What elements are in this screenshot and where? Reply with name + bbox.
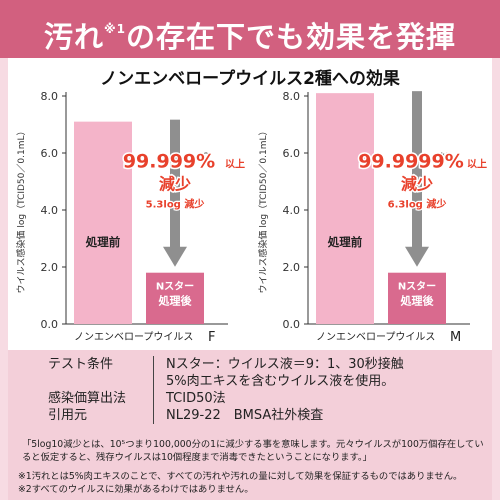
category-label-after-line1: Nスター — [156, 281, 194, 293]
condition-label: テスト条件 — [48, 357, 114, 372]
condition-value: Nスター：ウイルス液＝9：1、30秒接触 — [153, 356, 468, 373]
bar-before — [74, 121, 132, 325]
category-label-before: 処理前 — [85, 235, 121, 249]
test-conditions: テスト条件 Nスター：ウイルス液＝9：1、30秒接触 5%肉エキスを含むウイルス液を… — [48, 356, 468, 424]
bar-chart-f: 0.0 2.0 4.0 6.0 8.0 ウイルス感染価 log（TCID50／0.1mL）… — [15, 90, 246, 345]
y-tick-label: 4.0 — [41, 204, 59, 217]
y-axis-label: ウイルス感染価 log（TCID50／0.1mL） — [15, 127, 27, 294]
bar-after — [388, 272, 446, 324]
condition-value: 5%肉エキスを含むウイルス液を使用。 — [153, 373, 468, 390]
reduction-arrow-head — [163, 246, 187, 267]
bar-after — [146, 272, 204, 324]
y-tick-label: 8.0 — [283, 90, 301, 103]
y-tick-label: 2.0 — [41, 261, 59, 274]
headline-footnote-mark: ※1 — [103, 22, 126, 36]
reduction-arrow-shaft — [412, 91, 422, 249]
y-axis-label: ウイルス感染価 log（TCID50／0.1mL） — [257, 127, 269, 294]
bar-before — [316, 93, 374, 325]
y-tick-label: 0.0 — [283, 318, 301, 331]
condition-value: NL29-22 BMSA社外検査 — [153, 407, 468, 424]
condition-value: TCID50法 — [153, 390, 468, 407]
reduction-arrow-shaft — [170, 119, 180, 249]
info-box: テスト条件 Nスター：ウイルス液＝9：1、30秒接触 5%肉エキスを含むウイルス液を… — [8, 350, 492, 500]
reduction-arrow-head — [405, 246, 429, 267]
condition-row: 引用元 NL29-22 BMSA社外検査 — [48, 407, 468, 424]
reduction-word: 減少 — [401, 174, 433, 193]
log-explanation: 「5log10減少とは、10⁵つまり100,000分の1に減少する事を意味します… — [22, 439, 484, 463]
reduction-log: 6.3log 減少 — [388, 197, 447, 210]
footnote-2: ※2すべてのウイルスに効果があるわけではありません。 — [18, 484, 254, 495]
reduction-log: 5.3log 減少 — [146, 197, 205, 210]
condition-row: 感染価算出法 TCID50法 — [48, 390, 468, 407]
y-tick-label: 6.0 — [283, 147, 301, 160]
category-label-after-line1: Nスター — [398, 281, 436, 293]
headline-text-2: の存在下でも効果を発揮 — [126, 20, 457, 54]
y-tick-label: 6.0 — [41, 147, 59, 160]
reduction-percent: 99.9999% — [358, 150, 464, 172]
section-title: ノンエンベロープウイルス2種への効果 — [100, 69, 400, 89]
category-label-before: 処理前 — [327, 235, 363, 249]
footnotes: ※1汚れとは5%肉エキスのことで、すべての汚れや汚れの量に対して効果を保証するも… — [18, 470, 498, 496]
reduction-suffix: 以上 — [225, 157, 245, 170]
y-tick-label: 4.0 — [283, 204, 301, 217]
y-tick-label: 8.0 — [41, 90, 59, 103]
condition-row: テスト条件 Nスター：ウイルス液＝9：1、30秒接触 — [48, 356, 468, 373]
condition-row: 5%肉エキスを含むウイルス液を使用。 — [48, 373, 468, 390]
reduction-suffix: 以上 — [467, 157, 487, 170]
condition-label — [48, 373, 153, 390]
y-tick-label: 2.0 — [283, 261, 301, 274]
x-axis-label-suffix: F — [208, 330, 215, 345]
y-tick-label: 0.0 — [41, 318, 59, 331]
bar-chart-m: 0.0 2.0 4.0 6.0 8.0 ウイルス感染価 log（TCID50／0.1mL）… — [257, 90, 488, 345]
note-mark: ※2 — [438, 152, 451, 162]
condition-label: 感染価算出法 — [48, 391, 127, 406]
footnote-1: ※1汚れとは5%肉エキスのことで、すべての汚れや汚れの量に対して効果を保証するも… — [18, 471, 463, 482]
x-axis-label: ノンエンベロープウイルス — [316, 331, 435, 343]
headline-text-1: 汚れ — [43, 20, 104, 54]
chart-panel: ノンエンベロープウイルス2種への効果 0.0 2.0 4.0 6.0 8.0 ウイルス感染… — [8, 58, 492, 350]
reduction-percent: 99.999% — [123, 150, 215, 172]
category-label-after-line2: 処理後 — [400, 294, 435, 308]
category-label-after-line2: 処理後 — [158, 294, 193, 308]
headline-banner: 汚れ※1の存在下でも効果を発揮 — [0, 0, 500, 58]
note-mark: ※2 — [196, 152, 209, 162]
condition-label: 引用元 — [48, 408, 88, 423]
x-axis-label-suffix: M — [450, 330, 461, 345]
reduction-word: 減少 — [159, 174, 191, 193]
x-axis-label: ノンエンベロープウイルス — [74, 331, 193, 343]
